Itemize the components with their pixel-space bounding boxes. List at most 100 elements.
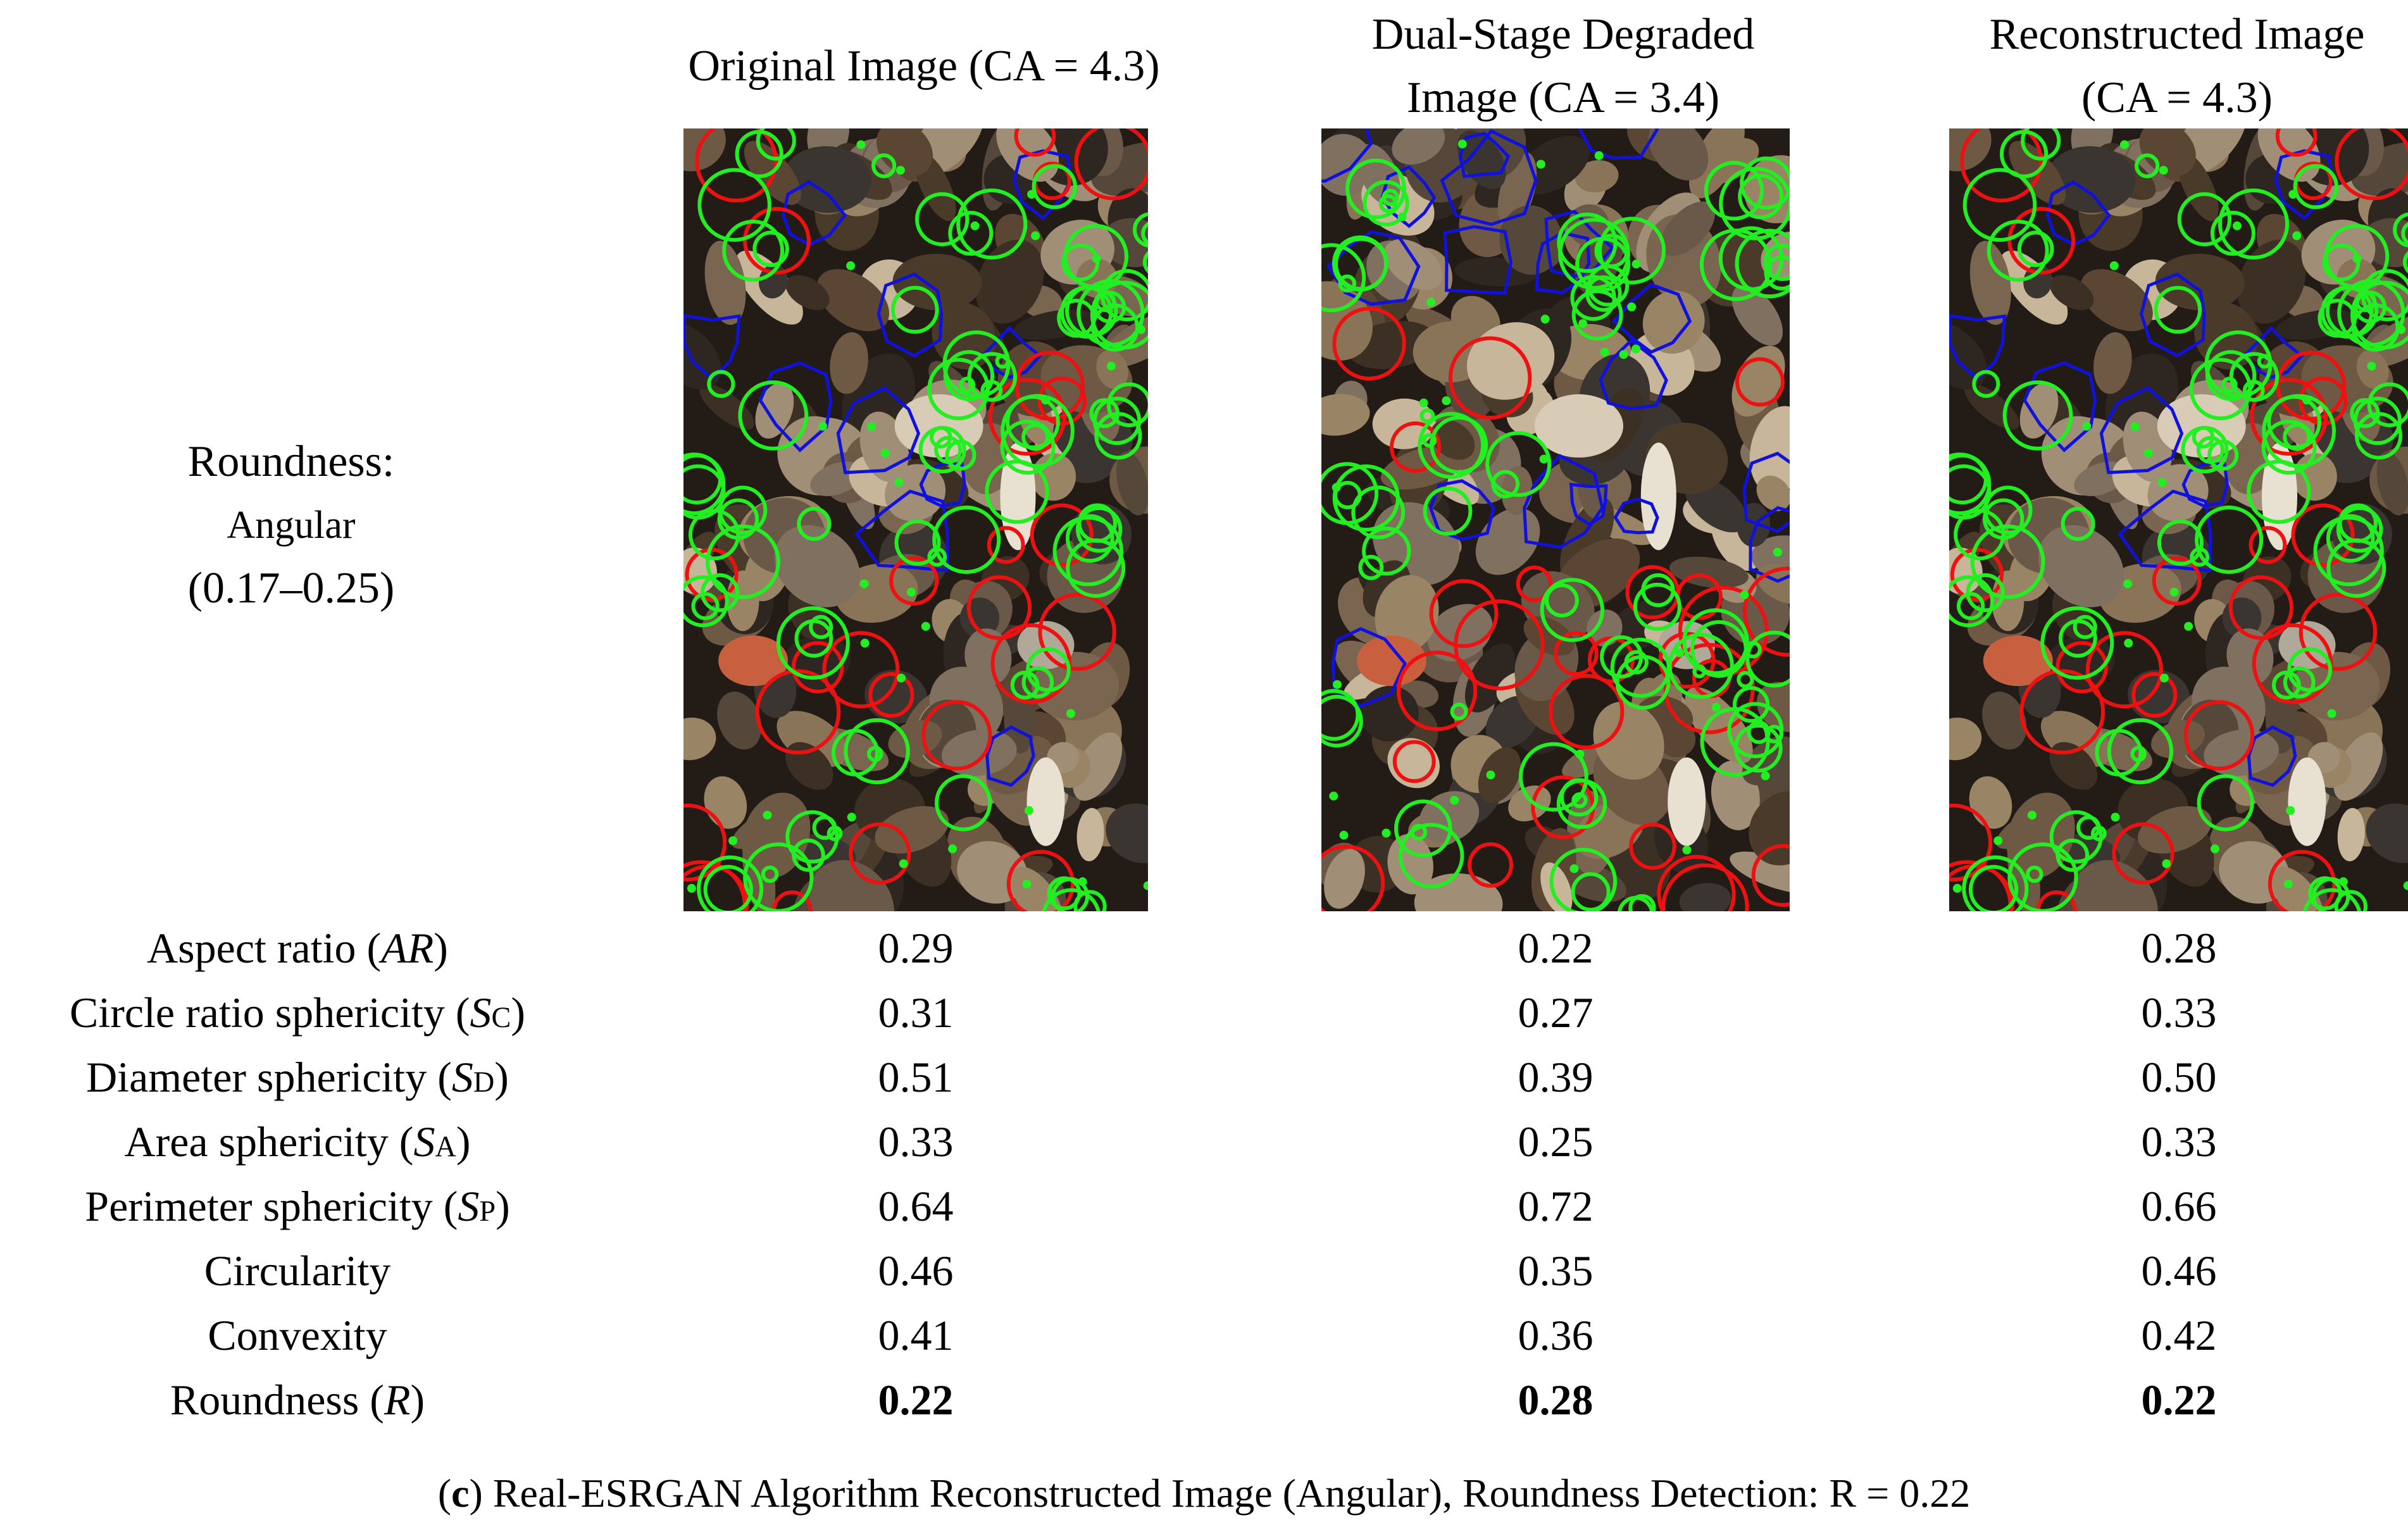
- detected-corner-circle: [1559, 778, 1599, 817]
- detected-corner-dot: [1143, 881, 1148, 890]
- sand-grain: [1427, 604, 1493, 662]
- detected-corner-dot: [2124, 639, 2133, 648]
- detected-corner-dot: [1022, 880, 1032, 889]
- metric-subscript: A: [435, 1131, 456, 1163]
- sand-grain: [1508, 785, 1551, 821]
- detected-corner-circle: [871, 153, 897, 178]
- particle-contour: [1428, 479, 1495, 542]
- detected-corner-dot: [1066, 709, 1075, 718]
- detected-corner-dot: [899, 859, 908, 868]
- column-header-line: (CA = 4.3): [2081, 73, 2273, 122]
- detected-corner-circle: [915, 192, 970, 247]
- particle-contour: [2181, 462, 2229, 508]
- inscribed-circle: [1038, 592, 1116, 671]
- detected-corner-circle: [1338, 274, 1357, 293]
- metric-label-close: ): [511, 988, 526, 1037]
- detected-corner-circle: [1351, 485, 1406, 540]
- metric-value: 0.42: [2141, 1311, 2217, 1359]
- sand-grain: [816, 269, 890, 332]
- detected-corner-circle: [1962, 855, 2029, 911]
- sand-grain: [774, 525, 860, 608]
- sand-grain: [1742, 736, 1790, 786]
- metric-symbol: AR: [381, 924, 434, 972]
- detected-corner-circle: [1076, 506, 1123, 553]
- metric-value: 0.33: [878, 1118, 954, 1166]
- inscribed-circle: [1397, 651, 1478, 732]
- inscribed-circle: [1743, 566, 1790, 657]
- detected-corner-dot: [1329, 791, 1338, 801]
- detected-corner-circle: [2242, 380, 2265, 402]
- detected-corner-dot: [2403, 881, 2408, 890]
- sand-grain: [1982, 691, 2027, 750]
- sand-grain: [1749, 406, 1790, 495]
- inscribed-circle: [1949, 803, 1993, 882]
- detected-corner-dot: [2082, 421, 2092, 431]
- particle-contour: [2045, 180, 2111, 247]
- row-label-range: (0.17–0.25): [187, 564, 395, 613]
- detected-corner-circle: [927, 547, 947, 567]
- detected-corner-dot: [856, 140, 866, 149]
- inscribed-circle: [1657, 854, 1736, 911]
- inscribed-circle: [2056, 641, 2108, 694]
- sand-grain: [1668, 757, 1706, 846]
- detected-corner-dot: [1339, 830, 1349, 840]
- detected-corner-dot: [2288, 190, 2298, 199]
- detected-corner-circle: [2325, 284, 2379, 338]
- sand-grain: [718, 635, 789, 687]
- inscribed-circle: [889, 556, 939, 606]
- detected-corner-circle: [1026, 647, 1071, 692]
- sand-grain: [2237, 239, 2306, 324]
- sand-grain: [1535, 394, 1623, 458]
- metric-label-close: ): [456, 1118, 471, 1166]
- detected-corner-circle: [1558, 218, 1630, 290]
- detected-corner-circle: [1987, 220, 2049, 282]
- inscribed-circle: [1074, 128, 1148, 201]
- detected-corner-circle: [1321, 695, 1363, 748]
- detected-corner-circle: [1949, 575, 1995, 628]
- particle-contour: [2274, 149, 2334, 221]
- particle-contour: [1569, 482, 1608, 527]
- sand-grain: [2288, 757, 2326, 846]
- detected-corner-circle: [2130, 745, 2147, 763]
- metrics-table: Aspect ratio (AR) 0.29 0.22 0.28 Circle rati…: [0, 916, 2408, 1435]
- inscribed-circle: [1629, 823, 1676, 870]
- inscribed-circle: [1429, 579, 1499, 648]
- detected-corner-circle: [1733, 723, 1783, 773]
- detected-corner-circle: [1450, 702, 1468, 721]
- detected-corner-circle: [1763, 244, 1790, 281]
- detected-corner-dot: [970, 221, 980, 230]
- reconstructed-particle-image: [1949, 128, 2408, 911]
- detected-corner-circle: [1052, 516, 1123, 587]
- sand-grain: [1731, 285, 1783, 346]
- detected-corner-circle: [1000, 420, 1056, 475]
- particle-contour: [1523, 454, 1604, 549]
- detected-corner-circle: [1633, 582, 1681, 631]
- detected-corner-dot: [1952, 883, 1962, 893]
- inscribed-circle: [921, 700, 992, 771]
- detected-corner-dot: [2159, 166, 2168, 175]
- sand-grain: [1324, 849, 1365, 909]
- metric-symbol: S: [470, 988, 492, 1037]
- detected-corner-circle: [1032, 164, 1077, 209]
- detected-corner-dot: [2397, 325, 2406, 334]
- detected-corner-circle: [1363, 180, 1409, 227]
- detected-corner-dot: [1426, 297, 1436, 307]
- metric-value: 0.36: [1518, 1311, 1594, 1359]
- caption-open: (: [437, 1471, 452, 1516]
- inscribed-circle: [743, 206, 811, 275]
- detected-corner-dot: [921, 621, 930, 631]
- detected-corner-dot: [1078, 877, 1087, 887]
- particle-contour: [1326, 230, 1421, 306]
- detected-corner-circle: [1394, 799, 1452, 857]
- detected-corner-circle: [1419, 408, 1435, 424]
- column-header-reconstructed: Reconstructed Image (CA = 4.3): [1899, 3, 2408, 130]
- detected-corner-circle: [1422, 433, 1437, 448]
- detected-corner-dot: [2352, 254, 2362, 263]
- particle-contour: [2099, 386, 2184, 475]
- detected-corner-circle: [2287, 647, 2333, 692]
- sand-grain: [1756, 682, 1790, 732]
- detected-corner-dot: [1619, 350, 1628, 359]
- sand-grain: [875, 806, 949, 854]
- detected-corner-circle: [891, 285, 939, 334]
- detected-corner-dot: [1711, 702, 1721, 712]
